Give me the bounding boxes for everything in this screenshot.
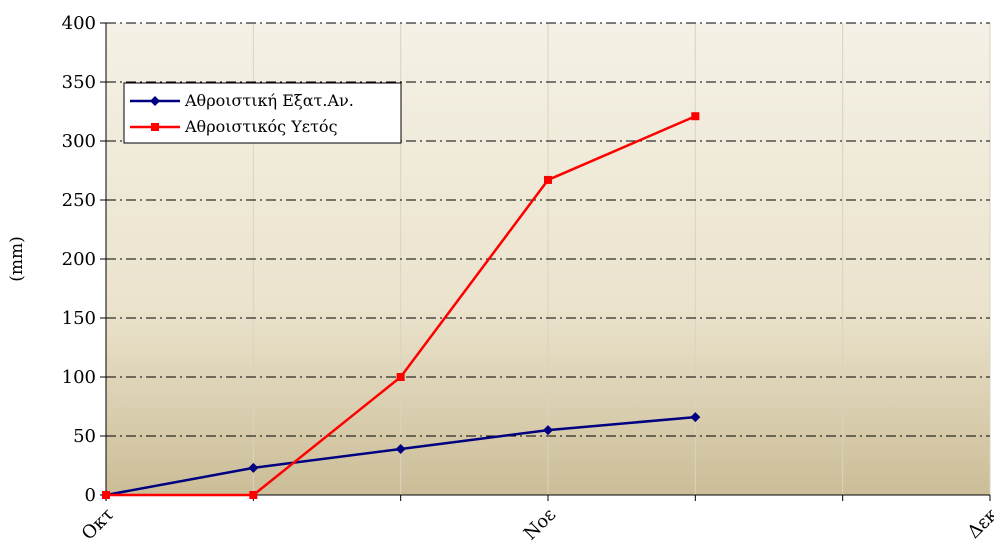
- x-tick-label: Δεκ: [963, 504, 994, 543]
- legend-marker-2: [151, 123, 159, 131]
- legend-entry-1: Αθροιστική Εξατ.Αν.: [184, 91, 354, 110]
- x-tick-label: Νοε: [520, 504, 560, 544]
- y-tick-label: 400: [62, 13, 96, 34]
- x-tick-label: Οκτ: [78, 504, 118, 544]
- series-2-point: [544, 175, 552, 184]
- y-tick-label: 50: [73, 426, 96, 447]
- y-tick-label: 250: [62, 190, 96, 211]
- y-tick-label: 0: [85, 485, 96, 506]
- series-1-point: [248, 462, 259, 473]
- y-tick-label: 350: [62, 72, 96, 93]
- legend: Αθροιστική Εξατ.Αν. Αθροιστικός Υετός: [123, 82, 402, 144]
- series-2-point: [102, 491, 110, 499]
- y-axis-title: (mm): [7, 236, 27, 282]
- series-2-point: [691, 112, 700, 121]
- legend-entry-2: Αθροιστικός Υετός: [184, 117, 338, 136]
- y-tick-label: 100: [62, 367, 96, 388]
- legend-box: [123, 82, 402, 144]
- legend-marker-1: [150, 96, 160, 106]
- y-tick-label: 150: [62, 308, 96, 329]
- series-1-point: [543, 425, 553, 436]
- series-2-point: [249, 491, 258, 499]
- series-2-point: [396, 373, 405, 381]
- y-tick-label: 200: [62, 249, 96, 270]
- series-1-point: [690, 412, 701, 423]
- y-tick-label: 300: [62, 131, 96, 152]
- series-1-point: [395, 443, 406, 454]
